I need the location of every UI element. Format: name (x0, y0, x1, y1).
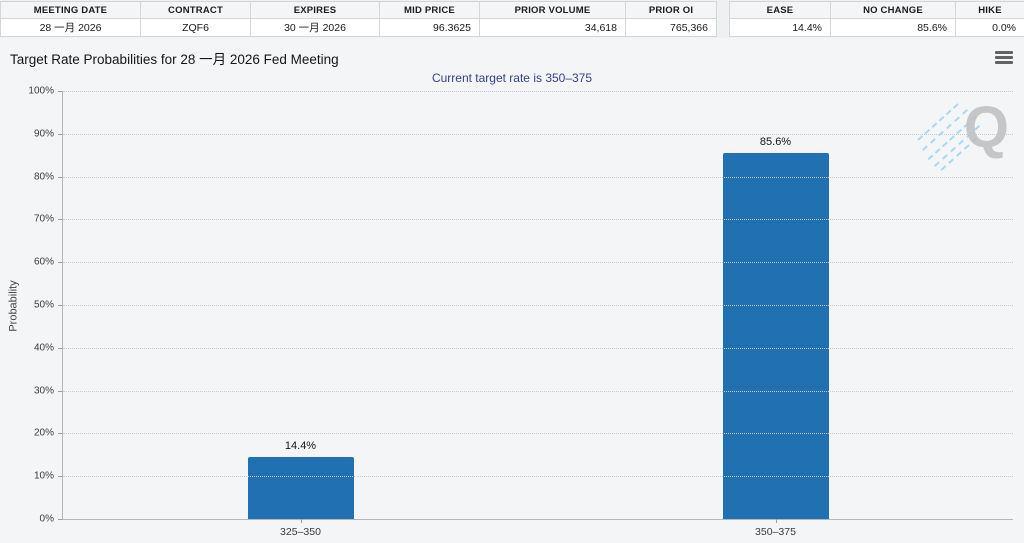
mid-price-value: 96.3625 (379, 18, 480, 37)
y-axis-tick (58, 347, 62, 349)
menu-bar (995, 61, 1013, 64)
y-axis-tick (58, 390, 62, 392)
y-grid-line (63, 262, 1013, 264)
hike-header: HIKE (955, 1, 1024, 19)
y-tick-label: 10% (33, 470, 54, 482)
hike-value: 0.0% (955, 18, 1024, 37)
chart-subtitle: Current target rate is 350–375 (431, 71, 593, 85)
y-tick-label: 40% (33, 342, 54, 354)
probability-summary-value-row: 14.4% 85.6% 0.0% (729, 18, 1024, 37)
prior-volume-header: PRIOR VOLUME (479, 1, 626, 19)
y-tick-label: 80% (33, 171, 54, 183)
probability-summary-header-row: EASE NO CHANGE HIKE (729, 1, 1024, 19)
contract-header: CONTRACT (140, 1, 251, 19)
meeting-date-value: 28 一月 2026 (0, 18, 141, 37)
y-grid-line (63, 390, 1013, 392)
contract-info-header-row: MEETING DATE CONTRACT EXPIRES MID PRICE … (0, 1, 717, 19)
contract-info-table: MEETING DATE CONTRACT EXPIRES MID PRICE … (0, 1, 717, 37)
expires-header: EXPIRES (250, 1, 380, 19)
prior-oi-value: 765,366 (625, 18, 717, 37)
hamburger-menu-icon[interactable] (995, 51, 1013, 65)
x-category-label: 325–350 (280, 526, 321, 538)
y-tick-label: 100% (28, 85, 54, 97)
y-tick-label: 60% (33, 256, 54, 268)
watermark-stripe (927, 115, 977, 161)
watermark-stripe (917, 103, 959, 141)
y-axis-tick (58, 476, 62, 478)
menu-bar (995, 51, 1013, 54)
y-axis-tick (58, 262, 62, 264)
no-change-value: 85.6% (830, 18, 956, 37)
contract-value: ZQF6 (140, 18, 251, 37)
y-grid-line (63, 305, 1013, 306)
probability-chart-card: Target Rate Probabilities for 28 一月 2026… (0, 38, 1024, 543)
y-tick-label: 50% (33, 299, 54, 311)
menu-bar (995, 56, 1013, 59)
ease-value: 14.4% (729, 18, 831, 37)
expires-value: 30 一月 2026 (250, 18, 380, 37)
x-axis-tick (300, 519, 302, 523)
x-axis-tick (775, 519, 777, 523)
bar-value-label: 85.6% (759, 135, 792, 148)
bar-325-350[interactable]: 14.4% (247, 440, 354, 519)
y-grid-line (63, 91, 1013, 92)
watermark-stripe (922, 109, 968, 151)
y-axis-tick (58, 433, 62, 435)
y-tick-label: 90% (33, 128, 54, 140)
watermark-q-letter: Q (963, 95, 1009, 160)
y-axis-tick (58, 133, 62, 135)
top-tables-strip: MEETING DATE CONTRACT EXPIRES MID PRICE … (0, 0, 1024, 38)
y-grid-line (63, 219, 1013, 221)
no-change-header: NO CHANGE (830, 1, 956, 19)
y-grid-line (63, 433, 1013, 435)
y-tick-label: 30% (33, 385, 54, 397)
y-axis-tick (58, 519, 62, 520)
probability-summary-table: EASE NO CHANGE HIKE 14.4% 85.6% 0.0% (729, 1, 1024, 37)
y-tick-label: 0% (39, 513, 54, 525)
ease-header: EASE (729, 1, 831, 19)
y-axis-tick (58, 91, 62, 92)
plot-area: Q 14.4% 325–350 85.6% 350–375 0% 10% 20% 30… (28, 86, 1013, 538)
chart-title: Target Rate Probabilities for 28 一月 2026… (10, 52, 339, 67)
y-grid-line (63, 133, 1013, 135)
prior-volume-value: 34,618 (479, 18, 626, 37)
meeting-date-header: MEETING DATE (0, 1, 141, 19)
y-tick-label: 70% (33, 213, 54, 225)
y-axis-tick (58, 219, 62, 221)
y-axis-tick (58, 305, 62, 306)
bar-value-label: 14.4% (284, 440, 317, 453)
y-tick-label: 20% (33, 427, 54, 439)
watermark-stripe (940, 137, 978, 171)
contract-info-value-row: 28 一月 2026 ZQF6 30 一月 2026 96.3625 34,61… (0, 18, 717, 37)
bar-350-375[interactable]: 85.6% (722, 136, 829, 519)
mid-price-header: MID PRICE (379, 1, 480, 19)
x-category-label: 350–375 (755, 526, 796, 538)
y-axis-tick (58, 176, 62, 178)
watermark-stripe (934, 125, 980, 167)
prior-oi-header: PRIOR OI (625, 1, 717, 19)
y-grid-line (63, 176, 1013, 178)
y-grid-line (63, 476, 1013, 478)
y-grid-line (63, 347, 1013, 349)
